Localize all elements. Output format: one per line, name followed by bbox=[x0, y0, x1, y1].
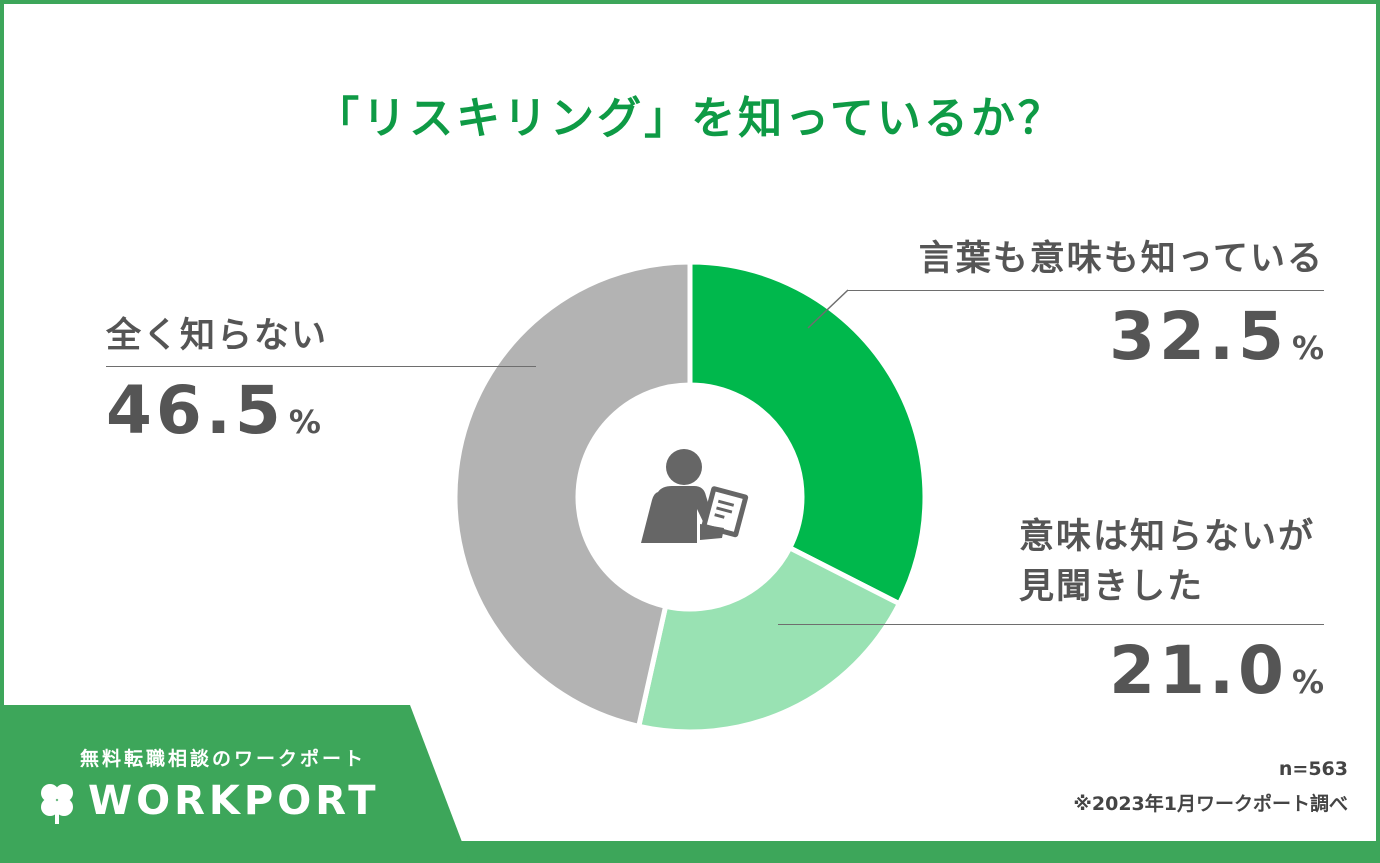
label-value-3: 46.5% bbox=[106, 372, 321, 449]
clover-icon bbox=[41, 784, 73, 824]
unit-text-3: % bbox=[288, 403, 321, 441]
leader-line-2 bbox=[778, 624, 1324, 625]
person-writing-icon bbox=[641, 449, 749, 543]
donut-slice-2 bbox=[635, 544, 903, 735]
label-category-2: 意味は知らないが 見聞きした bbox=[1019, 512, 1315, 612]
label-category-3: 全く知らない bbox=[106, 316, 329, 356]
label-value-2: 21.0% bbox=[1109, 632, 1324, 709]
source-note: ※2023年1月ワークポート調べ bbox=[1073, 793, 1348, 815]
brand-logo: WORKPORT bbox=[88, 778, 380, 824]
label-value-1: 32.5% bbox=[1109, 298, 1324, 375]
label-category-2-line-1: 意味は知らないが bbox=[1019, 517, 1316, 557]
value-text-1: 32.5 bbox=[1109, 298, 1288, 375]
unit-text-1: % bbox=[1291, 329, 1324, 367]
value-text-2: 21.0 bbox=[1109, 632, 1288, 709]
label-category-2-line-2: 見聞きした bbox=[1019, 567, 1205, 607]
brand-badge bbox=[0, 705, 470, 863]
chart-title: 「リスキリング」を知っているか？ bbox=[315, 93, 1065, 144]
unit-text-2: % bbox=[1291, 663, 1324, 701]
value-text-3: 46.5 bbox=[106, 372, 285, 449]
leader-line-3 bbox=[106, 366, 536, 367]
brand-tagline: 無料転職相談のワークポート bbox=[80, 748, 367, 770]
leader-line-1 bbox=[848, 290, 1324, 291]
sample-size: n=563 bbox=[1278, 758, 1348, 780]
label-category-1: 言葉も意味も知っている bbox=[918, 239, 1324, 279]
donut-slice-3 bbox=[452, 259, 693, 730]
donut-slice-1 bbox=[687, 259, 928, 608]
